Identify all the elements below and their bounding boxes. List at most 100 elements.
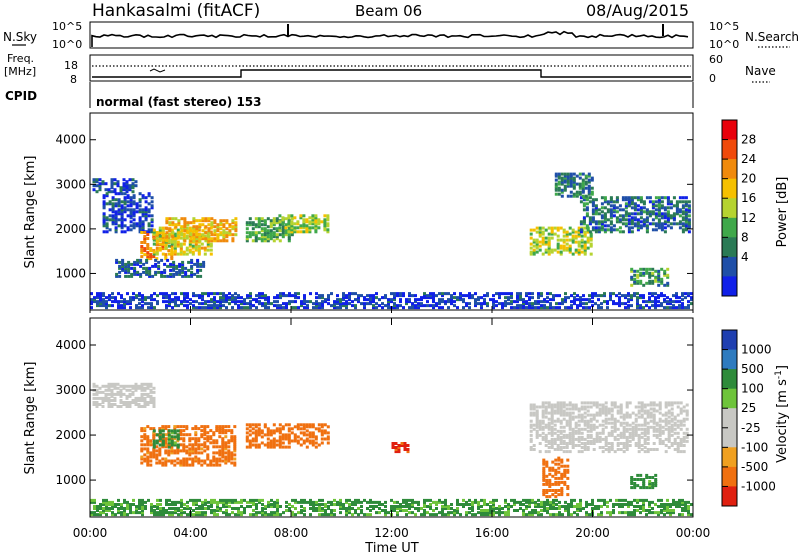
heatmap-cell <box>195 500 198 504</box>
heatmap-cell <box>224 461 228 465</box>
heatmap-cell <box>173 252 177 256</box>
heatmap-cell <box>147 296 150 300</box>
heatmap-cell <box>120 513 123 517</box>
heatmap-cell <box>486 503 489 506</box>
heatmap-cell <box>164 449 168 453</box>
heatmap-cell <box>631 411 635 415</box>
heatmap-cell <box>303 306 306 310</box>
heatmap-cell <box>414 507 417 510</box>
heatmap-cell <box>287 227 291 231</box>
heatmap-cell <box>591 200 595 204</box>
heatmap-cell <box>414 306 417 310</box>
heatmap-cell <box>615 196 619 200</box>
heatmap-cell <box>155 250 159 254</box>
heatmap-cell <box>201 505 204 508</box>
heatmap-cell <box>504 513 507 517</box>
heatmap-cell <box>141 513 144 517</box>
heatmap-cell <box>105 500 108 504</box>
heatmap-cell <box>246 306 249 310</box>
heatmap-cell <box>204 225 208 229</box>
heatmap-cell <box>586 405 590 409</box>
heatmap-cell <box>105 302 108 306</box>
heatmap-cell <box>199 262 203 266</box>
heatmap-cell <box>560 172 564 176</box>
velocity-heatmap <box>90 382 693 517</box>
heatmap-cell <box>140 386 144 390</box>
heatmap-cell <box>201 511 204 515</box>
heatmap-cell <box>342 294 345 298</box>
heatmap-cell <box>245 237 249 241</box>
heatmap-cell <box>315 503 318 506</box>
heatmap-cell <box>123 509 126 512</box>
heatmap-cell <box>117 208 121 212</box>
heatmap-cell <box>577 407 581 411</box>
heatmap-cell <box>684 200 688 204</box>
heatmap-cell <box>158 226 162 230</box>
heatmap-cell <box>123 206 127 210</box>
heatmap-cell <box>138 200 142 204</box>
heatmap-cell <box>314 214 318 218</box>
heatmap-cell <box>633 204 637 208</box>
heatmap-cell <box>651 218 655 222</box>
heatmap-cell <box>681 294 684 298</box>
heatmap-cell <box>631 435 635 439</box>
heatmap-cell <box>571 228 575 232</box>
heatmap-cell <box>679 442 683 445</box>
heatmap-cell <box>581 190 585 194</box>
heatmap-cell <box>212 431 216 435</box>
heatmap-cell <box>309 292 312 296</box>
heatmap-cell <box>272 439 276 443</box>
heatmap-cell <box>679 401 683 405</box>
heatmap-cell <box>558 505 561 508</box>
heatmap-cell <box>284 437 288 441</box>
heatmap-cell <box>560 480 564 484</box>
heatmap-cell <box>240 498 243 502</box>
heatmap-cell <box>258 292 261 296</box>
heatmap-cell <box>131 186 135 190</box>
heatmap-cell <box>378 511 381 515</box>
heatmap-cell <box>140 429 144 433</box>
heatmap-cell <box>213 498 216 502</box>
heatmap-cell <box>266 443 270 447</box>
heatmap-cell <box>465 294 468 298</box>
heatmap-cell <box>397 448 401 451</box>
heatmap-cell <box>201 296 204 300</box>
heatmap-cell <box>212 433 216 437</box>
heatmap-cell <box>441 511 444 515</box>
heatmap-cell <box>143 459 147 463</box>
heatmap-cell <box>618 220 622 224</box>
heatmap-cell <box>562 417 566 421</box>
heatmap-cell <box>685 403 689 407</box>
heatmap-cell <box>126 204 130 208</box>
heatmap-cell <box>285 306 288 310</box>
heatmap-cell <box>636 298 639 302</box>
heatmap-cell <box>119 190 123 194</box>
heatmap-cell <box>330 292 333 296</box>
heatmap-cell <box>138 222 142 226</box>
heatmap-cell <box>158 248 162 252</box>
heatmap-cell <box>114 198 118 202</box>
heatmap-cell <box>324 505 327 508</box>
heatmap-cell <box>186 505 189 508</box>
heatmap-cell <box>299 224 303 228</box>
heatmap-cell <box>194 447 198 451</box>
heatmap-cell <box>489 500 492 504</box>
heatmap-cell <box>673 417 677 421</box>
heatmap-cell <box>135 505 138 508</box>
heatmap-cell <box>574 437 578 441</box>
heatmap-cell <box>667 421 671 425</box>
heatmap-cell <box>147 498 150 502</box>
heatmap-cell <box>456 511 459 515</box>
heatmap-cell <box>601 446 605 449</box>
heatmap-cell <box>675 222 679 226</box>
heatmap-cell <box>672 511 675 515</box>
heatmap-cell <box>559 409 563 413</box>
heatmap-cell <box>669 206 673 210</box>
heatmap-cell <box>116 180 120 184</box>
heatmap-cell <box>186 296 189 300</box>
heatmap-cell <box>639 226 643 230</box>
heatmap-cell <box>248 217 252 221</box>
heatmap-cell <box>266 231 270 235</box>
heatmap-cell <box>550 405 554 409</box>
heatmap-cell <box>612 503 615 506</box>
